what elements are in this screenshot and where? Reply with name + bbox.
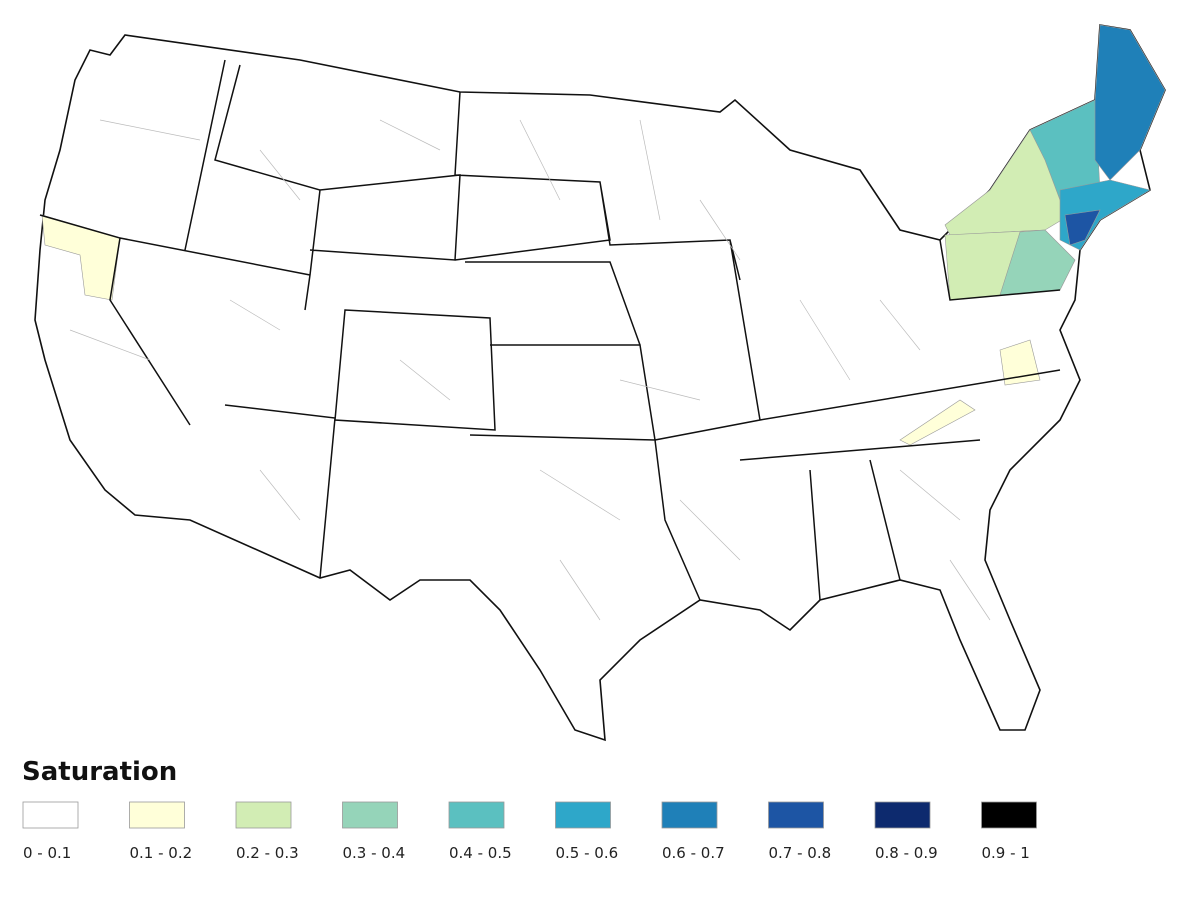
legend-label: 0.9 - 1 [982,844,1030,862]
legend-title: Saturation [22,757,177,787]
state-borders [39,59,1061,601]
legend-swatch [981,801,1037,829]
legend-swatch [874,801,931,829]
legend-swatch [22,801,79,829]
legend-swatch [342,801,398,829]
legend-label: 0.2 - 0.3 [236,844,299,862]
county-borders [69,119,991,621]
region-virginia [899,339,1041,446]
legend-label: 0.1 - 0.2 [130,844,193,862]
region-pa-east [999,229,1076,296]
legend-label: 0.4 - 0.5 [449,844,512,862]
county-border [69,119,991,621]
legend: 0 - 0.1 0.1 - 0.2 0.2 - 0.3 0.3 - 0.4 0.4 - … [22,801,1037,862]
us-outline [34,24,1166,742]
legend-label: 0.7 - 0.8 [769,844,832,862]
us-map [34,24,1166,742]
region-connecticut [1064,209,1101,246]
legend-swatch [448,801,505,829]
region-maine [1094,24,1166,181]
legend-swatch [235,801,292,829]
state-border [39,59,1061,601]
legend-label: 0.3 - 0.4 [343,844,406,862]
legend-swatch [129,801,185,829]
legend-label: 0.5 - 0.6 [556,844,619,862]
legend-label: 0.8 - 0.9 [875,844,938,862]
legend-swatch [661,801,718,829]
legend-swatch [768,801,824,829]
legend-label: 0.6 - 0.7 [662,844,725,862]
legend-swatch [555,801,611,829]
legend-label: 0 - 0.1 [23,844,71,862]
